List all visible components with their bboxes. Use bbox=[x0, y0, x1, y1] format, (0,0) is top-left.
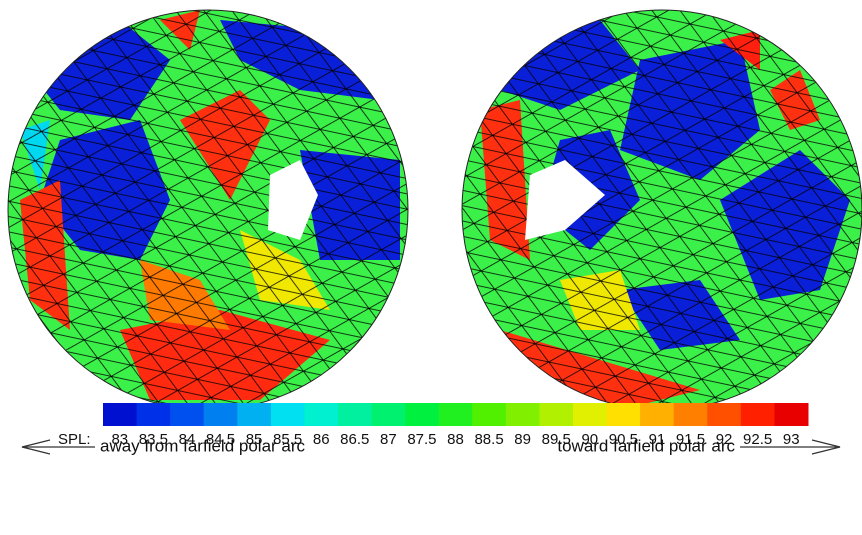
colorbar-segment bbox=[136, 403, 171, 426]
colorbar-tick-label: 85.5 bbox=[273, 431, 302, 448]
colorbar-segment bbox=[740, 403, 775, 426]
colorbar-segment bbox=[170, 403, 205, 426]
colorbar-segment bbox=[270, 403, 305, 426]
colorbar-segment bbox=[640, 403, 675, 426]
colorbar-tick-label: 88.5 bbox=[474, 431, 503, 448]
colorbar-tick-label: 90 bbox=[581, 431, 598, 448]
colorbar: 83 83.5 84 84.5 85 85.5 86 86.5 87 87.5 88 88.5 89 89… bbox=[103, 403, 809, 448]
colorbar-label: SPL: bbox=[58, 431, 91, 448]
colorbar-segment bbox=[539, 403, 574, 426]
colorbar-segment bbox=[707, 403, 742, 426]
colorbar-tick-label: 84.5 bbox=[206, 431, 235, 448]
colorbar-segment bbox=[573, 403, 608, 426]
colorbar-segment bbox=[774, 403, 809, 426]
right-sphere bbox=[462, 10, 862, 410]
colorbar-segment bbox=[103, 403, 138, 426]
right-annotation: toward farfield polar arc bbox=[557, 436, 735, 455]
colorbar-tick-label: 86 bbox=[313, 431, 330, 448]
colorbar-segment bbox=[371, 403, 406, 426]
colorbar-segment bbox=[606, 403, 641, 426]
colorbar-tick-label: 85 bbox=[246, 431, 263, 448]
colorbar-tick-label: 86.5 bbox=[340, 431, 369, 448]
left-sphere bbox=[8, 10, 408, 410]
colorbar-tick-label: 91.5 bbox=[676, 431, 705, 448]
colorbar-tick-label: 84 bbox=[179, 431, 196, 448]
colorbar-tick-label: 90.5 bbox=[609, 431, 638, 448]
colorbar-segment bbox=[237, 403, 272, 426]
colorbar-tick-label: 83 bbox=[111, 431, 128, 448]
colorbar-tick-label: 87 bbox=[380, 431, 397, 448]
colorbar-tick-label: 89 bbox=[514, 431, 531, 448]
colorbar-tick-label: 88 bbox=[447, 431, 464, 448]
right-arrow bbox=[740, 439, 841, 455]
colorbar-segment bbox=[438, 403, 473, 426]
colorbar-tick-label: 92 bbox=[716, 431, 733, 448]
colorbar-segment bbox=[304, 403, 339, 426]
colorbar-tick-label: 89.5 bbox=[542, 431, 571, 448]
colorbar-tick-label: 93 bbox=[783, 431, 800, 448]
colorbar-segment bbox=[472, 403, 507, 426]
colorbar-tick-label: 83.5 bbox=[139, 431, 168, 448]
left-arrow bbox=[21, 439, 95, 455]
colorbar-tick-label: 92.5 bbox=[743, 431, 772, 448]
colorbar-segment bbox=[203, 403, 238, 426]
colorbar-segment bbox=[673, 403, 708, 426]
colorbar-segment bbox=[405, 403, 440, 426]
colorbar-tick-label: 91 bbox=[649, 431, 666, 448]
colorbar-segment bbox=[505, 403, 540, 426]
colorbar-segment bbox=[338, 403, 373, 426]
left-annotation: away from farfield polar arc bbox=[100, 436, 306, 455]
colorbar-tick-label: 87.5 bbox=[407, 431, 436, 448]
